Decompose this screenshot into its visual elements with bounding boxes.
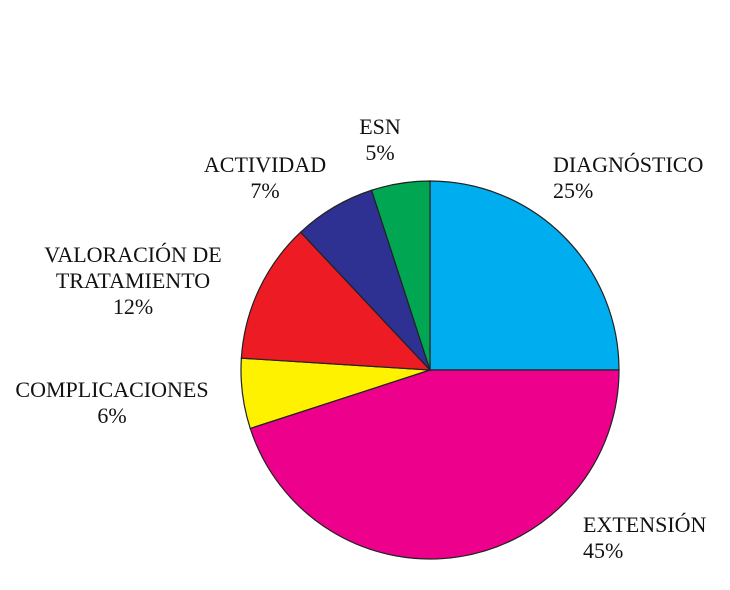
category-label: VALORACIÓN DE TRATAMIENTO [44, 242, 222, 293]
slice-label: ESN 5% [340, 114, 420, 166]
category-label: ESN [359, 114, 401, 139]
value-label: 6% [97, 403, 127, 428]
value-label: 7% [250, 178, 280, 203]
category-label: ACTIVIDAD [203, 152, 327, 177]
slice-label: COMPLICACIONES 6% [0, 377, 232, 429]
pie-slice [370, 180, 431, 371]
category-label: DIAGNÓSTICO [553, 152, 704, 177]
category-label: EXTENSIÓN [583, 512, 707, 537]
value-label: 25% [553, 178, 594, 203]
pie-slice [240, 231, 432, 371]
slice-label: DIAGNÓSTICO 25% [553, 152, 730, 204]
slice-label: ACTIVIDAD 7% [190, 152, 340, 204]
slice-label: EXTENSIÓN 45% [583, 512, 730, 564]
value-label: 5% [365, 140, 395, 165]
pie-slice [249, 369, 620, 560]
slice-label: VALORACIÓN DE TRATAMIENTO 12% [18, 242, 248, 320]
category-label: COMPLICACIONES [15, 377, 209, 402]
value-label: 45% [583, 538, 624, 563]
value-label: 12% [112, 294, 154, 319]
pie-slice [429, 180, 620, 371]
